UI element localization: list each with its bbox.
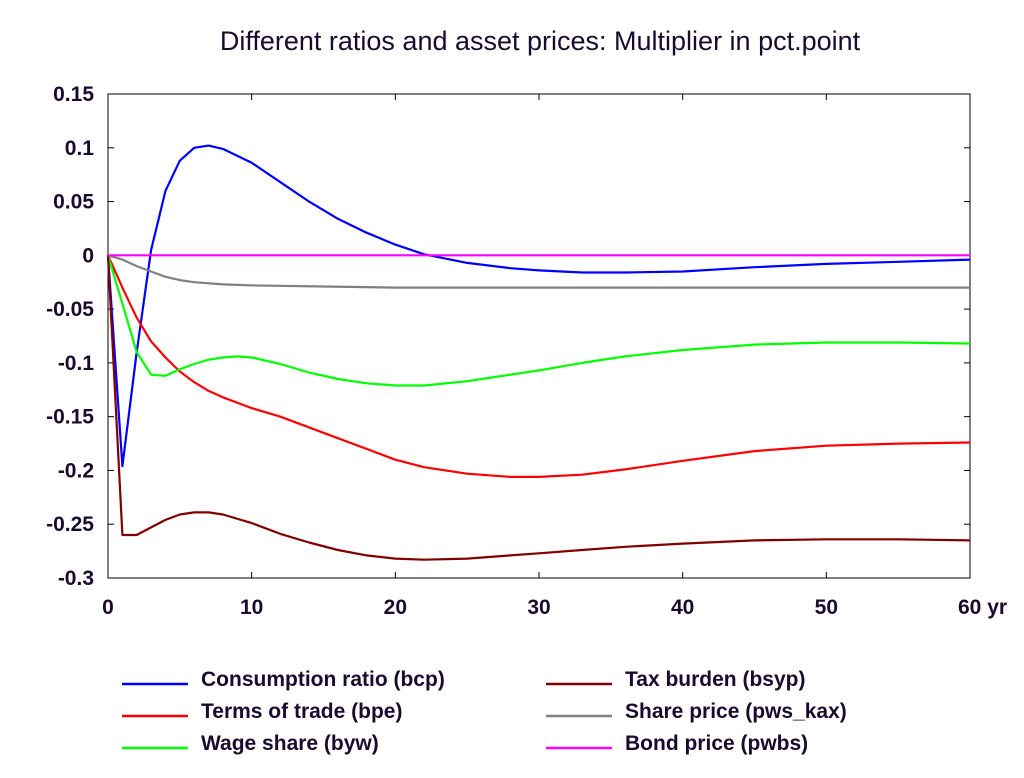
- legend-label-wage-share-byw: Wage share (byw): [201, 732, 379, 755]
- legend-label-consumption-ratio-bcp: Consumption ratio (bcp): [201, 668, 445, 691]
- y-tick-label: -0.2: [58, 459, 94, 482]
- x-tick-label: 10: [240, 596, 263, 619]
- y-tick-label: 0.15: [53, 83, 94, 106]
- x-tick-label: 0: [102, 596, 114, 619]
- chart-title: Different ratios and asset prices: Multi…: [220, 26, 861, 56]
- plot-area: [107, 93, 971, 579]
- legend-label-bond-price-pwbs: Bond price (pwbs): [625, 732, 808, 755]
- x-tick-label: 60 yr: [958, 596, 1007, 619]
- y-tick-label: 0.1: [65, 137, 95, 160]
- y-tick-label: -0.1: [58, 352, 95, 375]
- legend-label-terms-of-trade-bpe: Terms of trade (bpe): [201, 700, 402, 723]
- series-lines: [106, 144, 971, 561]
- plot-frame: [107, 93, 971, 579]
- y-tick-label: 0.05: [53, 191, 94, 214]
- y-tick-label: -0.3: [58, 567, 94, 590]
- series-line-share-price-pws-kax: [107, 254, 970, 289]
- x-tick-label: 20: [384, 596, 407, 619]
- series-line-terms-of-trade-bpe: [106, 254, 971, 478]
- y-tick-label: -0.25: [46, 513, 94, 536]
- legend: Consumption ratio (bcp) Terms of trade (b…: [122, 668, 847, 755]
- legend-label-share-price-pws-kax: Share price (pws_kax): [625, 700, 847, 723]
- series-line-tax-burden-bsyp: [106, 255, 971, 561]
- x-axis: 0 10 20 30 40 50 60 yr: [102, 94, 1007, 619]
- y-axis: 0.15 0.1 0.05 0 -0.05 -0.1 -0.15 -0.2 -0.25 -0.3: [46, 83, 970, 590]
- x-tick-label: 50: [815, 596, 838, 619]
- y-tick-label: 0: [82, 244, 94, 267]
- y-tick-label: -0.05: [46, 298, 94, 321]
- series-line-consumption-ratio-bcp: [106, 144, 971, 468]
- series-line-wage-share-byw: [106, 254, 971, 387]
- x-tick-label: 40: [671, 596, 694, 619]
- legend-label-tax-burden-bsyp: Tax burden (bsyp): [625, 668, 805, 691]
- x-tick-label: 30: [527, 596, 550, 619]
- y-tick-label: -0.15: [46, 406, 94, 429]
